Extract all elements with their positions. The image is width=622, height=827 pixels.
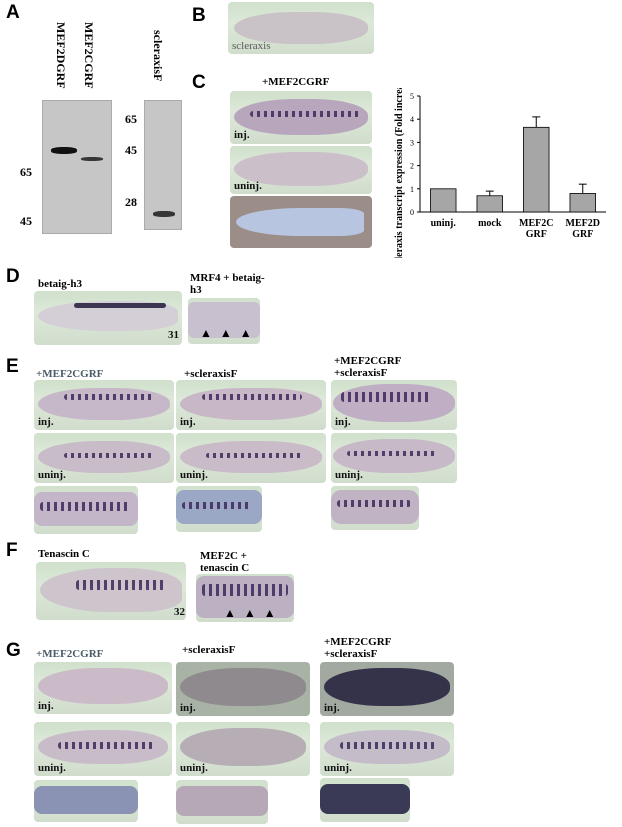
embryo-e-scleraxis-uninj: uninj. (176, 433, 326, 483)
embryo-g-mef2c-closeup (34, 780, 138, 822)
embryo-e-scleraxis-inj: inj. (176, 380, 326, 430)
embryo-photo-c-uninjected: uninj. (230, 146, 372, 194)
mw-marker-65-left: 65 (20, 165, 32, 179)
embryo-photo-c-injected: inj. (230, 91, 372, 144)
panel-label-a: A (6, 2, 20, 23)
mw-marker-45-right: 45 (125, 143, 137, 157)
category-label: mock (478, 218, 502, 229)
panel-label-c: C (192, 72, 206, 93)
western-blot-left (42, 100, 112, 234)
panel-d-left-title: betaig-h3 (38, 278, 82, 290)
embryo-photo-scleraxis: scleraxis (228, 2, 374, 54)
panel-g-col3-title: +MEF2CGRF +scleraxisF (324, 636, 391, 660)
mw-marker-28-right: 28 (125, 195, 137, 209)
bar-3 (569, 193, 596, 213)
embryo-g-scleraxis-closeup (176, 780, 268, 824)
lane-label-mef2dgrf: MEF2DGRF (54, 22, 68, 89)
embryo-e-mef2c-closeup (34, 486, 138, 534)
panel-label-e: E (6, 356, 19, 377)
category-label: uninj. (431, 218, 457, 229)
embryo-e-mef2c-inj: inj. (34, 380, 174, 430)
western-blot-right (144, 100, 182, 230)
y-tick-label: 0 (410, 208, 414, 217)
y-tick-label: 4 (410, 115, 414, 124)
embryo-photo-betaig-h3: 31 (34, 291, 182, 345)
panel-f-left-title: Tenascin C (38, 548, 90, 560)
y-tick-label: 3 (410, 138, 414, 147)
stage-number-31: 31 (168, 329, 179, 341)
bar-2 (523, 126, 550, 213)
photo-label-inj: inj. (234, 129, 250, 141)
embryo-g-scleraxis-uninj: uninj. (176, 722, 310, 776)
blot-band-scleraxis (153, 211, 175, 217)
photo-label-uninj: uninj. (234, 180, 262, 192)
panel-g-col1-title: +MEF2CGRF (36, 648, 104, 660)
bar-chart-xscleraxis: Xscleraxis transcript expression (Fold i… (394, 88, 606, 258)
panel-label-d: D (6, 266, 20, 287)
blot-band-mef2c (81, 157, 103, 161)
category-label: MEF2C (519, 218, 553, 229)
embryo-e-both-closeup (331, 486, 419, 530)
bar-1 (476, 195, 503, 213)
embryo-g-scleraxis-inj: inj. (176, 662, 310, 716)
embryo-g-both-uninj: uninj. (320, 722, 454, 776)
panel-label-b: B (192, 5, 206, 26)
arrowheads-f: ▲▲▲ (224, 606, 284, 620)
y-tick-label: 2 (410, 162, 414, 171)
photo-caption-scleraxis: scleraxis (232, 40, 271, 52)
mw-marker-45-left: 45 (20, 214, 32, 228)
bar-0 (430, 188, 457, 213)
panel-f-right-title: MEF2C + tenascin C (200, 550, 250, 574)
stage-number-32: 32 (174, 606, 185, 618)
embryo-g-both-closeup (320, 778, 410, 822)
embryo-photo-c-tailbud (230, 196, 372, 248)
embryo-e-mef2c-uninj: uninj. (34, 433, 174, 483)
embryo-closeup-mrf4: ▲▲▲ (188, 298, 260, 344)
panel-e-col3-title: +MEF2CGRF +scleraxisF (334, 355, 401, 379)
panel-label-g: G (6, 640, 21, 661)
chart-y-axis-label: Xscleraxis transcript expression (Fold i… (394, 88, 405, 258)
arrowheads: ▲▲▲ (200, 326, 260, 340)
panel-d-right-title: MRF4 + betaig-h3 (190, 272, 265, 296)
category-label: MEF2D (566, 218, 600, 229)
lane-label-mef2cgrf: MEF2CGRF (82, 22, 96, 89)
embryo-e-scleraxis-closeup (176, 486, 262, 532)
y-tick-label: 1 (410, 185, 414, 194)
embryo-g-both-inj: inj. (320, 662, 454, 716)
y-tick-label: 5 (410, 92, 414, 101)
embryo-photo-tenascin-c: 32 (36, 562, 186, 620)
category-label: GRF (572, 229, 593, 240)
embryo-e-both-inj: inj. (331, 380, 457, 430)
panel-c-title: +MEF2CGRF (262, 76, 330, 88)
panel-g-col2-title: +scleraxisF (182, 644, 236, 656)
category-label: GRF (526, 229, 547, 240)
embryo-g-mef2c-inj: inj. (34, 662, 172, 714)
blot-band-mef2d (51, 147, 77, 154)
embryo-closeup-tenascin: ▲▲▲ (196, 574, 294, 622)
lane-label-scleraxisf: scleraxisF (151, 30, 165, 82)
panel-e-col2-title: +scleraxisF (184, 368, 238, 380)
panel-label-f: F (6, 540, 18, 561)
panel-e-col1-title: +MEF2CGRF (36, 368, 104, 380)
mw-marker-65-right: 65 (125, 112, 137, 126)
embryo-e-both-uninj: uninj. (331, 433, 457, 483)
embryo-g-mef2c-uninj: uninj. (34, 722, 172, 776)
